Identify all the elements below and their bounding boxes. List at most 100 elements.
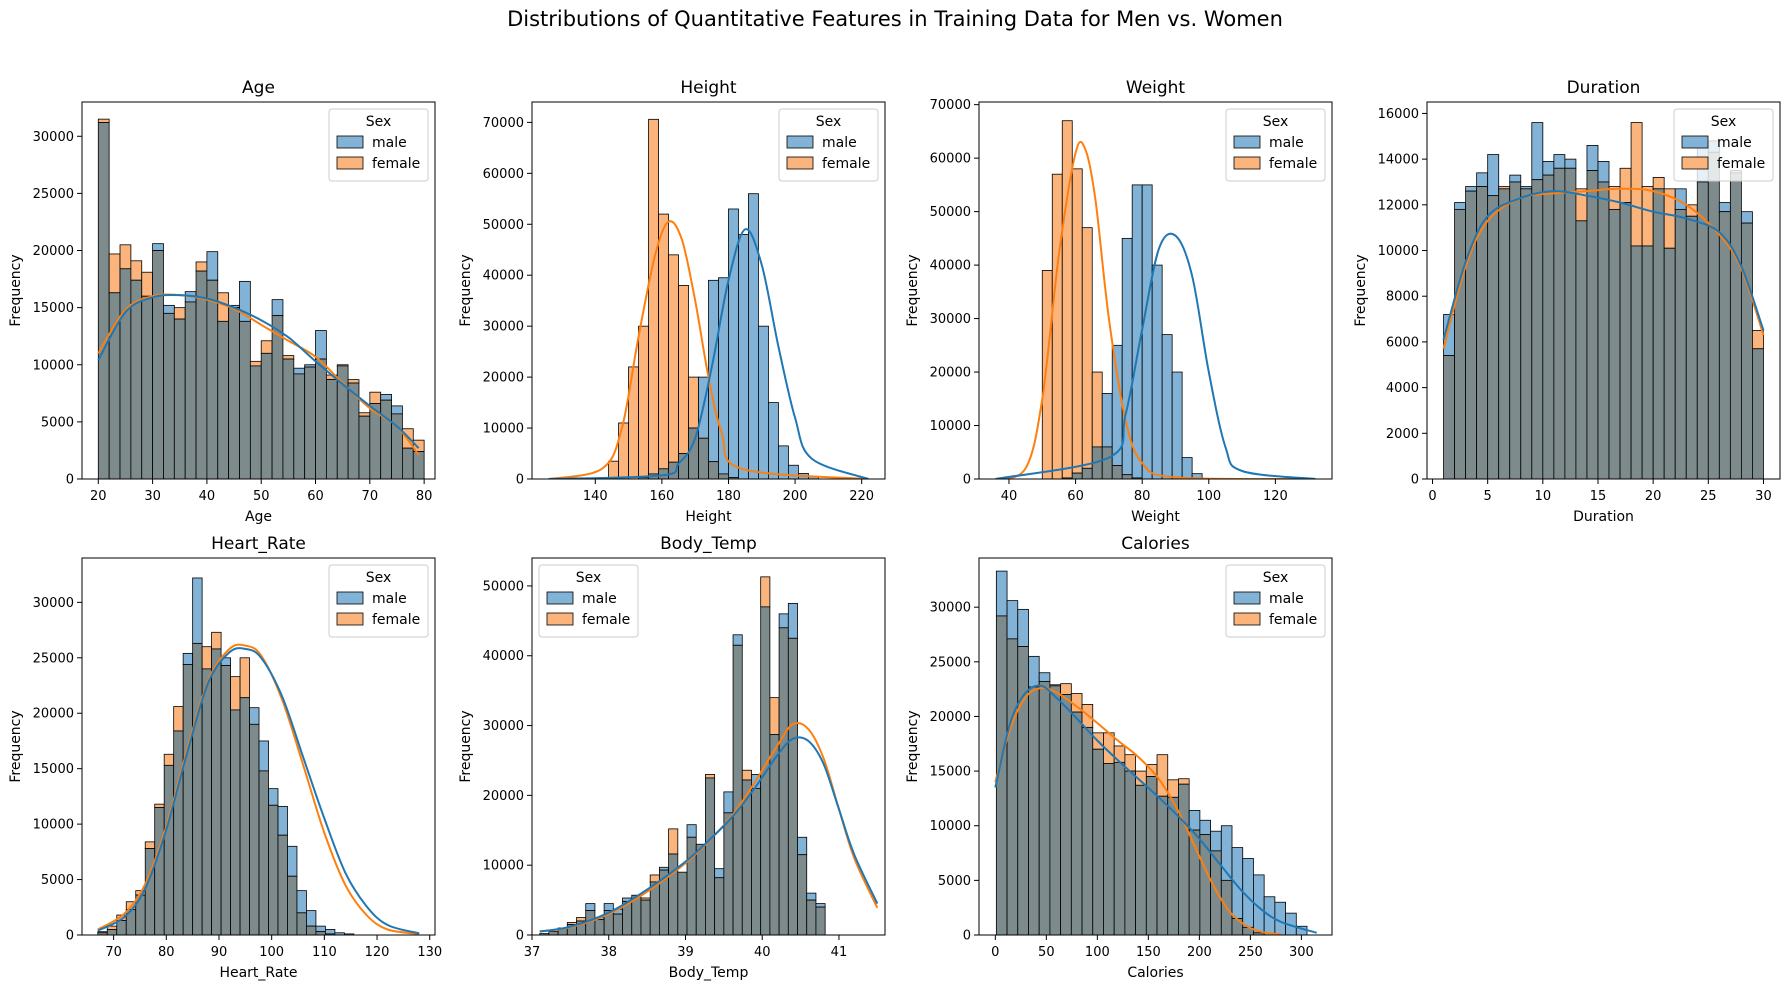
y-tick-label: 15000 <box>33 762 74 777</box>
overlap-bar-19 <box>277 834 288 935</box>
overlap-bar-18 <box>1641 245 1654 479</box>
y-tick-label: 30000 <box>33 130 74 145</box>
female-bar-4 <box>1081 227 1093 469</box>
legend-label-male: male <box>1269 135 1304 151</box>
y-tick-label: 5000 <box>41 415 74 430</box>
male-bar-6 <box>163 304 175 314</box>
male-bar-4 <box>1038 672 1051 682</box>
x-tick-label: 80 <box>1134 489 1151 504</box>
male-bar-18 <box>293 367 306 375</box>
overlap-bar-8 <box>612 913 623 935</box>
male-bar-13 <box>738 234 749 479</box>
overlap-bar-11 <box>1113 761 1126 935</box>
legend-swatch-male <box>336 135 364 149</box>
histogram-bars <box>995 570 1308 935</box>
overlap-bar-5 <box>152 250 164 479</box>
legend-swatch-female <box>1233 612 1261 626</box>
x-tick-label: 50 <box>253 489 270 504</box>
male-bar-9 <box>1542 161 1555 176</box>
overlap-bar-5 <box>144 848 156 935</box>
y-tick-label: 0 <box>66 473 74 488</box>
male-bar-6 <box>1101 393 1113 448</box>
y-tick-label: 10000 <box>1378 244 1419 259</box>
overlap-bar-20 <box>315 358 327 479</box>
male-bar-18 <box>788 464 799 479</box>
x-tick-label: 70 <box>362 489 379 504</box>
female-bar-5 <box>1091 371 1103 448</box>
subplot-weight: 40 60 80 100 120 0 10000 20000 30000 40000 50000 60… <box>905 78 1333 525</box>
female-bar-7 <box>678 285 689 454</box>
kde-curves <box>97 293 420 456</box>
male-kde-line <box>995 232 1316 479</box>
histogram-bars <box>1041 120 1203 479</box>
legend-label-female: female <box>1717 156 1765 172</box>
legend-title: Sex <box>366 114 392 130</box>
overlap-bar-17 <box>282 358 295 479</box>
male-bar-11 <box>1564 158 1577 169</box>
overlap-bar-10 <box>708 461 719 479</box>
female-bar-22 <box>741 769 752 781</box>
male-bar-8 <box>1531 122 1544 181</box>
male-bar-11 <box>1151 264 1163 479</box>
overlap-bar-13 <box>1135 784 1147 935</box>
y-tick-label: 0 <box>516 929 524 944</box>
y-axis-label: Frequency <box>8 254 24 326</box>
y-tick-label: 50000 <box>483 218 524 233</box>
x-tick-label: 40 <box>199 489 216 504</box>
y-tick-label: 60000 <box>483 167 524 182</box>
overlap-bar-9 <box>182 664 194 935</box>
female-bar-9 <box>195 261 208 272</box>
legend-label-female: female <box>1269 612 1317 628</box>
legend-title: Sex <box>816 114 842 130</box>
overlap-bar-11 <box>718 473 729 479</box>
male-bar-26 <box>778 613 789 629</box>
male-bar-22 <box>1231 847 1244 920</box>
legend-label-male: male <box>582 591 617 607</box>
kde-curves <box>994 684 1317 935</box>
legend-title: Sex <box>366 570 392 586</box>
male-bar-13 <box>1586 145 1599 171</box>
female-bar-14 <box>249 360 262 367</box>
overlap-bar-25 <box>1718 211 1731 479</box>
female-bar-4 <box>141 271 154 297</box>
overlap-bar-15 <box>1608 208 1621 479</box>
y-tick-label: 20000 <box>33 244 74 259</box>
x-tick-label: 40 <box>754 945 771 960</box>
overlap-bar-13 <box>1586 170 1599 479</box>
male-bar-20 <box>287 845 298 877</box>
overlap-bar-8 <box>184 301 197 479</box>
female-bar-3 <box>638 325 649 478</box>
legend-label-female: female <box>822 156 870 172</box>
female-bar-8 <box>688 376 699 429</box>
y-tick-label: 40000 <box>930 259 971 274</box>
male-kde-line <box>548 228 869 479</box>
x-tick-label: 38 <box>600 945 617 960</box>
x-tick-label: 10 <box>1535 489 1552 504</box>
male-bar-21 <box>296 890 307 914</box>
overlap-bar-21 <box>296 912 307 935</box>
male-bar-27 <box>391 405 403 415</box>
x-tick-label: 70 <box>105 945 122 960</box>
x-tick-label: 39 <box>677 945 694 960</box>
kde-curves <box>539 722 879 933</box>
overlap-bar-29 <box>412 451 425 479</box>
subplot-title: Body_Temp <box>660 534 757 554</box>
overlap-bar-4 <box>1081 467 1093 479</box>
male-bar-29 <box>806 892 817 901</box>
male-bar-16 <box>249 707 260 725</box>
overlap-bar-14 <box>668 853 679 935</box>
overlap-bar-17 <box>1178 783 1190 935</box>
overlap-bar-9 <box>1542 174 1555 479</box>
overlap-bar-27 <box>787 637 798 935</box>
legend-swatch-male <box>546 591 574 605</box>
x-tick-label: 100 <box>259 945 284 960</box>
y-tick-label: 20000 <box>483 789 524 804</box>
overlap-bar-16 <box>1619 202 1632 479</box>
y-tick-label: 25000 <box>930 655 971 670</box>
overlap-bar-10 <box>1553 167 1566 479</box>
male-bar-9 <box>1131 184 1143 479</box>
histogram-bars <box>539 576 826 935</box>
male-bar-18 <box>268 788 279 806</box>
kde-curves <box>995 140 1316 479</box>
